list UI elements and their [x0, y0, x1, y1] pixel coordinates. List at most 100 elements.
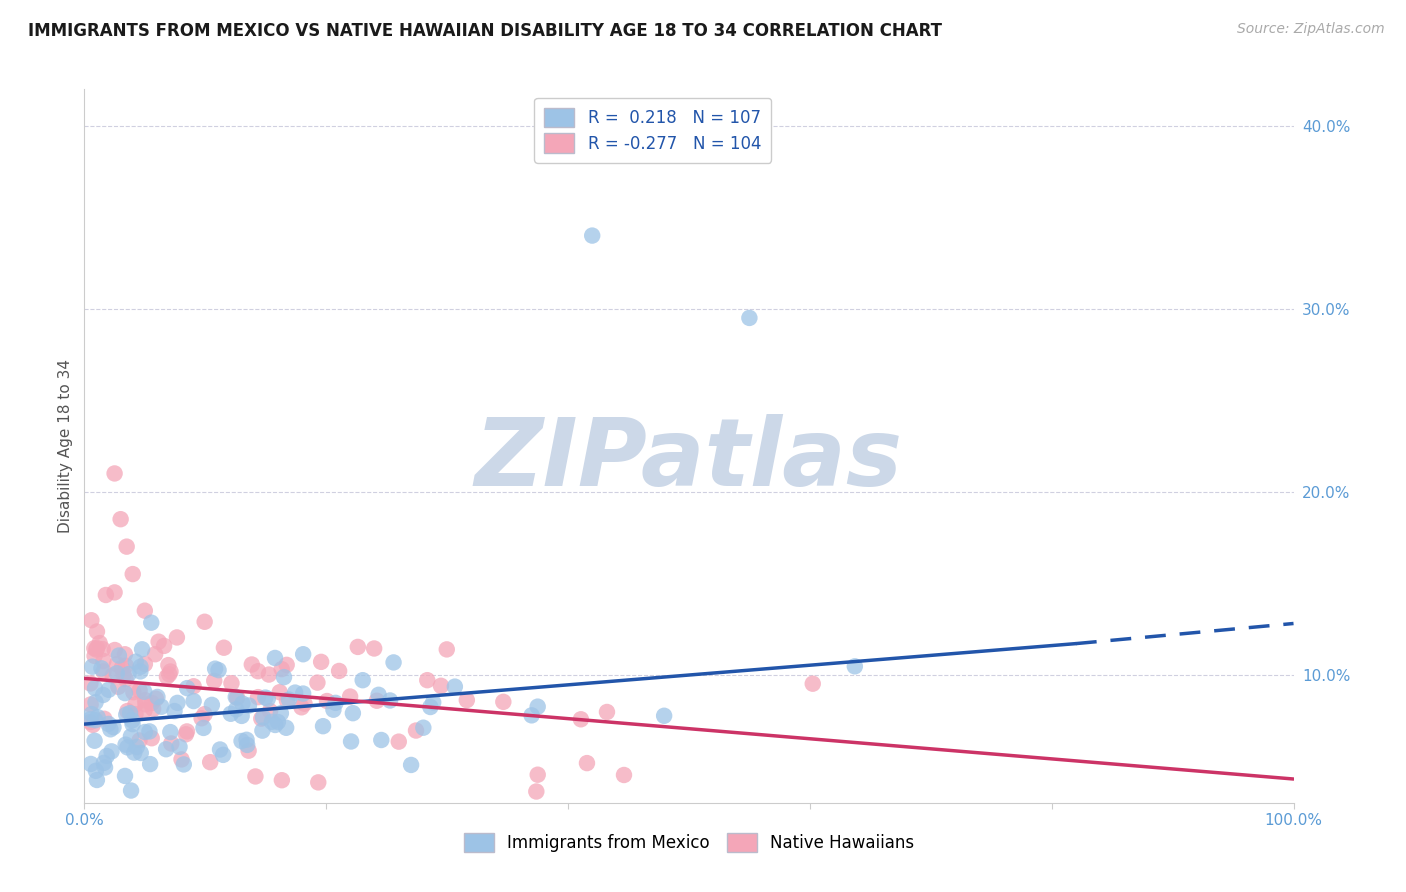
Point	[254, 690, 277, 705]
Point	[370, 733, 392, 747]
Point	[125, 739, 148, 754]
Point	[290, 700, 312, 714]
Point	[145, 691, 167, 706]
Point	[108, 648, 131, 663]
Point	[581, 228, 603, 243]
Point	[114, 738, 136, 752]
Point	[569, 712, 592, 726]
Point	[124, 707, 146, 722]
Point	[276, 721, 298, 735]
Point	[252, 723, 274, 738]
Point	[134, 693, 156, 707]
Point	[122, 746, 145, 760]
Point	[260, 714, 283, 729]
Point	[278, 692, 301, 706]
Point	[456, 693, 478, 707]
Point	[346, 640, 368, 654]
Point	[121, 567, 143, 582]
Point	[169, 739, 191, 754]
Point	[120, 706, 142, 720]
Point	[252, 710, 274, 724]
Point	[115, 658, 138, 673]
Point	[93, 756, 115, 770]
Point	[193, 721, 215, 735]
Point	[160, 737, 183, 751]
Point	[101, 668, 124, 682]
Point	[270, 773, 292, 788]
Point	[97, 682, 120, 697]
Point	[166, 696, 188, 710]
Point	[103, 720, 125, 734]
Point	[100, 723, 122, 737]
Point	[84, 764, 107, 778]
Point	[267, 714, 290, 729]
Point	[363, 641, 385, 656]
Point	[231, 709, 253, 723]
Point	[84, 695, 107, 709]
Point	[194, 615, 217, 629]
Point	[141, 731, 163, 746]
Point	[79, 698, 101, 712]
Text: Source: ZipAtlas.com: Source: ZipAtlas.com	[1237, 22, 1385, 37]
Point	[325, 696, 347, 710]
Point	[93, 665, 115, 679]
Point	[86, 624, 108, 639]
Point	[114, 686, 136, 700]
Point	[194, 707, 217, 722]
Point	[276, 657, 298, 672]
Point	[269, 685, 291, 699]
Point	[121, 714, 143, 728]
Point	[273, 670, 295, 684]
Point	[613, 768, 636, 782]
Point	[399, 758, 422, 772]
Point	[122, 685, 145, 699]
Point	[422, 695, 444, 709]
Point	[221, 676, 243, 690]
Point	[201, 698, 224, 712]
Point	[250, 712, 273, 726]
Point	[292, 647, 315, 661]
Point	[117, 740, 139, 755]
Point	[204, 662, 226, 676]
Point	[86, 710, 108, 724]
Point	[110, 512, 132, 526]
Point	[104, 585, 127, 599]
Point	[80, 707, 103, 722]
Point	[405, 723, 427, 738]
Point	[339, 690, 361, 704]
Point	[94, 588, 117, 602]
Y-axis label: Disability Age 18 to 34: Disability Age 18 to 34	[58, 359, 73, 533]
Point	[367, 688, 389, 702]
Point	[124, 698, 146, 712]
Point	[238, 744, 260, 758]
Point	[176, 724, 198, 739]
Point	[82, 659, 104, 673]
Point	[121, 717, 143, 731]
Point	[96, 749, 118, 764]
Point	[163, 704, 186, 718]
Point	[328, 664, 350, 678]
Point	[238, 698, 260, 713]
Point	[105, 657, 128, 672]
Point	[80, 756, 103, 771]
Point	[596, 705, 619, 719]
Point	[79, 676, 101, 690]
Legend: Immigrants from Mexico, Native Hawaiians: Immigrants from Mexico, Native Hawaiians	[457, 826, 921, 859]
Point	[231, 734, 253, 748]
Point	[312, 719, 335, 733]
Point	[235, 732, 257, 747]
Point	[107, 680, 129, 694]
Point	[284, 685, 307, 699]
Point	[131, 642, 153, 657]
Point	[128, 683, 150, 698]
Point	[80, 613, 103, 627]
Point	[419, 700, 441, 714]
Point	[342, 706, 364, 721]
Point	[155, 742, 177, 756]
Point	[114, 672, 136, 686]
Point	[134, 657, 156, 671]
Point	[190, 711, 212, 725]
Point	[309, 655, 332, 669]
Point	[307, 675, 329, 690]
Point	[183, 679, 205, 693]
